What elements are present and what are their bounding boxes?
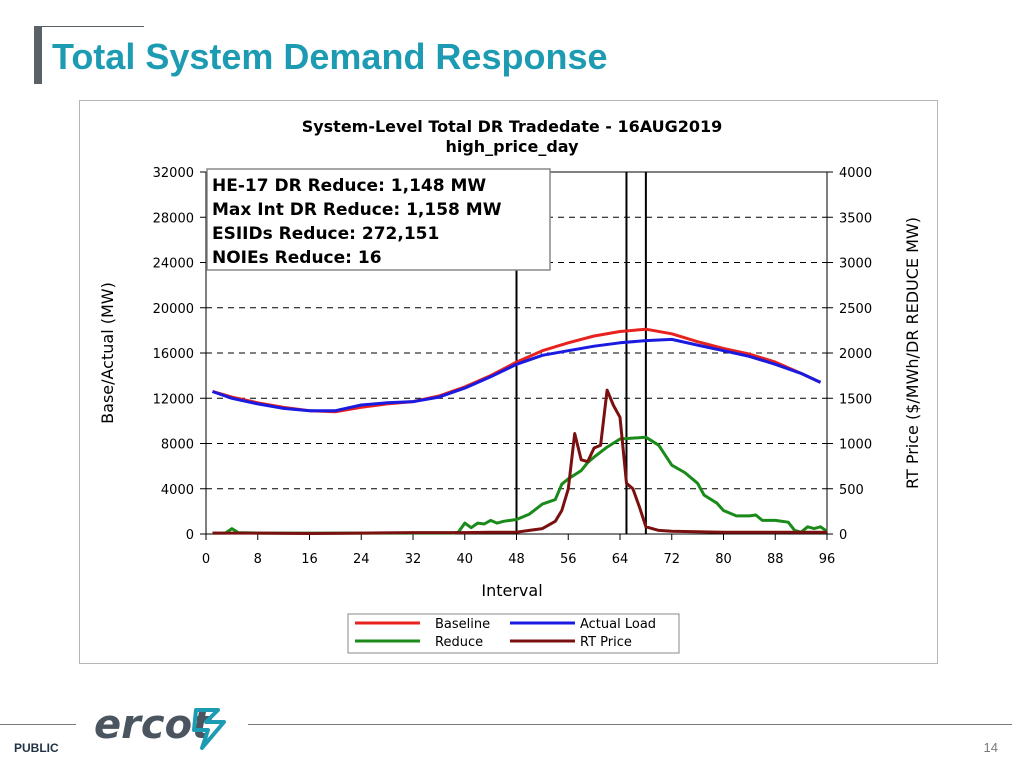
y-axis-label: Base/Actual (MW): [98, 282, 117, 424]
x-tick-label: 64: [612, 552, 629, 567]
legend-label: Reduce: [435, 635, 483, 650]
y2-tick-label: 500: [839, 483, 864, 498]
series-line-rt-price: [212, 388, 827, 535]
y-tick-label: 0: [186, 528, 194, 543]
y2-tick-label: 3500: [839, 211, 872, 226]
demand-response-chart: System-Level Total DR Tradedate - 16AUG2…: [98, 117, 922, 654]
x-tick-label: 96: [819, 552, 836, 567]
chart-title: System-Level Total DR Tradedate - 16AUG2…: [302, 117, 723, 136]
chart-subtitle: high_price_day: [445, 137, 579, 156]
x-axis-label: Interval: [481, 581, 542, 600]
y2-tick-label: 3000: [839, 257, 872, 272]
footer-rule-left: [0, 724, 76, 725]
x-tick-label: 72: [663, 552, 680, 567]
y-tick-label: 16000: [153, 347, 194, 362]
annotation-line: Max Int DR Reduce: 1,158 MW: [212, 200, 502, 220]
series-line-actual-load: [212, 337, 822, 413]
y-tick-label: 28000: [153, 211, 194, 226]
y2-tick-label: 1000: [839, 438, 872, 453]
x-tick-label: 32: [405, 552, 422, 567]
y-tick-label: 32000: [153, 166, 194, 181]
legend-label: Actual Load: [580, 617, 656, 632]
y-tick-label: 20000: [153, 302, 194, 317]
legend-box: [347, 613, 680, 654]
ercot-bolt-icon: [192, 708, 226, 750]
title-accent-bar: [34, 26, 42, 84]
ercot-logo: ercot: [94, 702, 226, 750]
page-number: 14: [983, 740, 998, 755]
x-tick-label: 48: [508, 552, 525, 567]
y2-tick-label: 1500: [839, 392, 872, 407]
y2-tick-label: 0: [839, 528, 847, 543]
annotation-line: ESIIDs Reduce: 272,151: [212, 224, 439, 244]
chart-frame: System-Level Total DR Tradedate - 16AUG2…: [79, 100, 938, 664]
y-tick-label: 4000: [161, 483, 194, 498]
x-tick-label: 24: [353, 552, 370, 567]
y2-tick-label: 4000: [839, 166, 872, 181]
x-tick-label: 0: [202, 552, 210, 567]
title-rule: [34, 26, 144, 27]
x-tick-label: 56: [560, 552, 577, 567]
y-tick-label: 12000: [153, 392, 194, 407]
annotation-box: [206, 168, 551, 271]
x-tick-label: 88: [767, 552, 784, 567]
footer-rule-right: [248, 724, 1012, 725]
x-tick-label: 8: [254, 552, 262, 567]
y2-tick-label: 2500: [839, 302, 872, 317]
slide-title: Total System Demand Response: [52, 36, 608, 77]
legend-label: Baseline: [435, 617, 490, 632]
series-line-reduce: [212, 435, 828, 535]
legend-label: RT Price: [580, 635, 632, 650]
x-tick-label: 16: [301, 552, 318, 567]
y2-tick-label: 2000: [839, 347, 872, 362]
annotation-line: HE-17 DR Reduce: 1,148 MW: [212, 176, 486, 196]
footer-classification: PUBLIC: [14, 741, 59, 755]
annotation-line: NOIEs Reduce: 16: [212, 248, 382, 268]
y-tick-label: 24000: [153, 257, 194, 272]
y2-axis-label: RT Price ($/MWh/DR REDUCE MW): [903, 217, 922, 489]
x-tick-label: 40: [456, 552, 473, 567]
y-tick-label: 8000: [161, 438, 194, 453]
x-tick-label: 80: [715, 552, 732, 567]
